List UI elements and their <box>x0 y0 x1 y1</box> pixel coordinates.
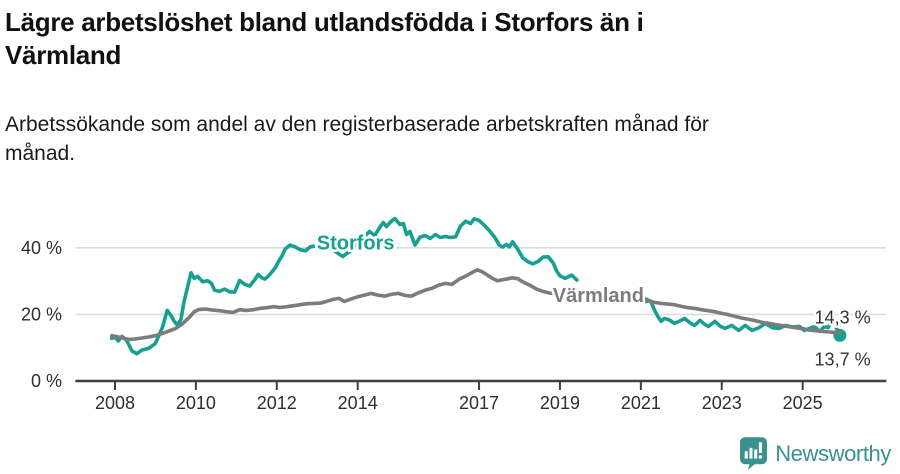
x-axis-tick-label-2010: 2010 <box>176 393 216 413</box>
x-axis-tick-label-2017: 2017 <box>459 393 499 413</box>
x-axis-tick-label-2023: 2023 <box>702 393 742 413</box>
chart-subtitle-line2: månad. <box>5 142 76 165</box>
series-label-varmland: Värmland <box>553 285 644 307</box>
value-label-varmland: 14,3 % <box>815 308 871 328</box>
x-axis-tick-label-2014: 2014 <box>338 393 378 413</box>
y-axis-label-40: 40 % <box>21 238 62 258</box>
value-label-storfors: 13,7 % <box>815 350 871 370</box>
x-axis-tick-label-2008: 2008 <box>95 393 135 413</box>
chart-subtitle-line1: Arbetssökande som andel av den registerb… <box>5 113 709 136</box>
chart-title-line2: Värmland <box>5 40 122 70</box>
newsworthy-bar-chart-icon <box>740 437 768 470</box>
chart-subtitle: Arbetssökande som andel av den registerb… <box>5 110 845 168</box>
y-axis-label-20: 20 % <box>21 304 62 324</box>
x-axis-tick-label-2019: 2019 <box>540 393 580 413</box>
series-line-varmland-seg2 <box>644 298 842 336</box>
newsworthy-logo: Newsworthy <box>740 437 891 470</box>
x-axis-tick-label-2025: 2025 <box>783 393 823 413</box>
series-line-varmland-seg1 <box>110 267 579 342</box>
x-axis-tick-label-2021: 2021 <box>621 393 661 413</box>
series-line-storfors-seg1 <box>110 216 579 356</box>
series-label-storfors: Storfors <box>317 232 395 254</box>
chart-title: Lägre arbetslöshet bland utlandsfödda i … <box>5 6 885 72</box>
series-line-storfors-seg2 <box>644 297 842 338</box>
y-axis-label-0: 0 % <box>31 371 62 391</box>
chart-header: Lägre arbetslöshet bland utlandsfödda i … <box>5 6 885 72</box>
newsworthy-wordmark: Newsworthy <box>775 440 891 466</box>
x-axis-tick-label-2012: 2012 <box>257 393 297 413</box>
chart-title-line1: Lägre arbetslöshet bland utlandsfödda i … <box>5 7 644 37</box>
